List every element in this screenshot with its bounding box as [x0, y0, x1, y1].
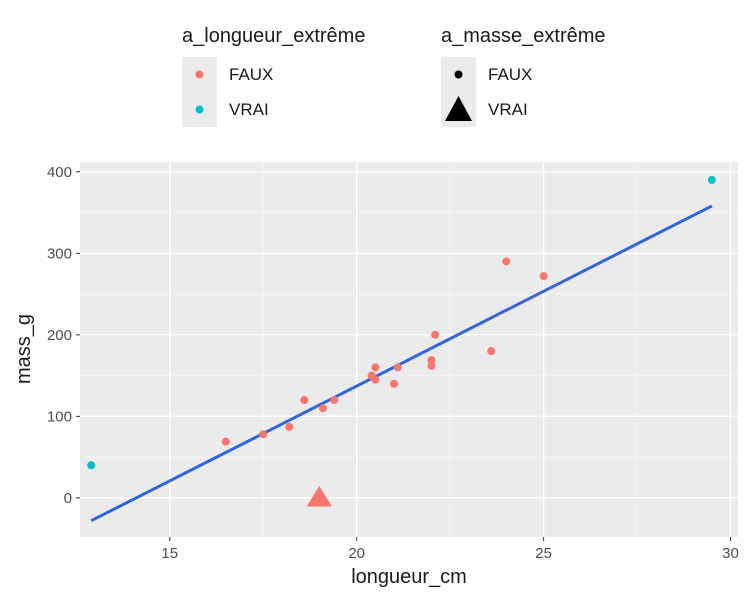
regression-layer	[90, 204, 713, 523]
data-point-10	[371, 363, 380, 372]
x-tick-label-3: 30	[722, 545, 739, 562]
y-tick-label-4: 400	[47, 164, 72, 181]
legend-title-masse: a_masse_extrême	[441, 25, 606, 47]
points-layer	[87, 175, 716, 507]
data-point-1	[221, 437, 230, 446]
data-point-17	[502, 257, 511, 266]
grid-minor	[80, 162, 738, 537]
y-axis-ticks: 0 100 200 300 400	[47, 164, 80, 507]
legend-key-longueur-vrai	[195, 105, 204, 114]
data-point-19	[707, 175, 716, 184]
legend-title-longueur: a_longueur_extrême	[182, 25, 365, 47]
data-point-15	[431, 330, 440, 339]
grid-major	[80, 162, 738, 537]
data-point-5	[319, 404, 328, 413]
y-tick-label-3: 300	[47, 245, 72, 262]
data-point-3	[285, 422, 294, 431]
legend-label-masse-faux: FAUX	[488, 65, 532, 84]
data-point-11	[390, 379, 399, 388]
legend-label-longueur-vrai: VRAI	[229, 100, 269, 119]
legend-key-masse-vrai	[445, 96, 472, 121]
data-point-9	[371, 375, 380, 384]
data-point-13	[427, 361, 436, 370]
data-point-18	[539, 272, 548, 281]
x-axis-ticks: 15 20 25 30	[161, 537, 739, 562]
data-point-12	[393, 363, 402, 372]
y-tick-label-1: 100	[47, 408, 72, 425]
data-point-16	[487, 347, 496, 356]
legend-key-longueur-faux	[195, 70, 204, 79]
legend: a_longueur_extrême FAUX VRAI a_masse_ext…	[182, 25, 606, 127]
data-point-2	[259, 430, 268, 439]
legend-label-longueur-faux: FAUX	[229, 65, 273, 84]
data-point-7	[306, 485, 332, 507]
y-tick-label-0: 0	[64, 490, 72, 507]
data-point-4	[300, 396, 309, 405]
x-tick-label-0: 15	[161, 545, 178, 562]
data-point-6	[330, 396, 339, 405]
x-axis-title: longueur_cm	[351, 566, 467, 588]
legend-label-masse-vrai: VRAI	[488, 100, 528, 119]
x-tick-label-2: 25	[535, 545, 552, 562]
regression-line	[90, 204, 713, 523]
legend-longueur: a_longueur_extrême FAUX VRAI	[182, 25, 365, 127]
legend-key-masse-faux	[454, 70, 463, 79]
data-point-0	[87, 461, 96, 470]
y-tick-label-2: 200	[47, 327, 72, 344]
x-tick-label-1: 20	[348, 545, 365, 562]
plot-panel	[80, 162, 738, 537]
y-axis-title: mass_g	[13, 314, 35, 384]
data-point-14	[427, 356, 436, 365]
legend-masse: a_masse_extrême FAUX VRAI	[441, 25, 606, 127]
